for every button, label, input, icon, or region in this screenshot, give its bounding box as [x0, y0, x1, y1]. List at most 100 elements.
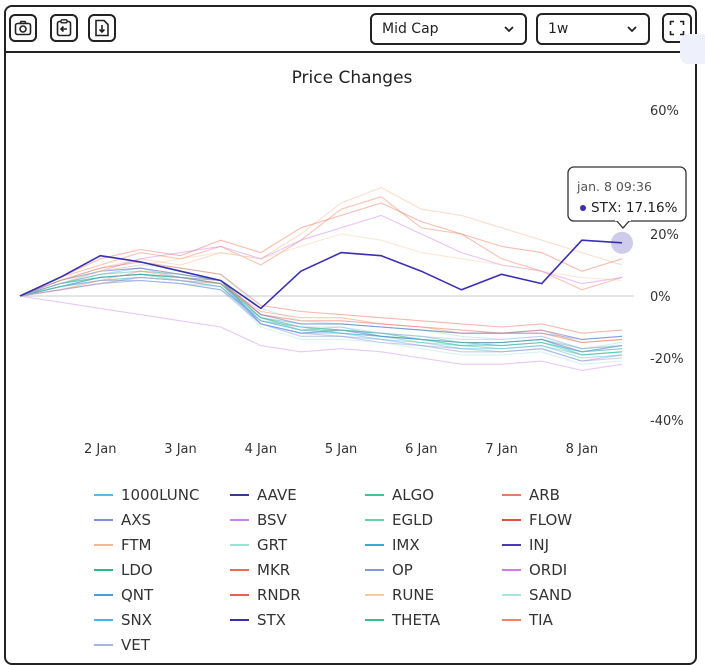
series-line-qnt[interactable] — [19, 279, 623, 340]
x-axis-ticks: 2 Jan 3 Jan 4 Jan 5 Jan 6 Jan 7 Jan 8 Jan — [84, 442, 598, 457]
legend-label: THETA — [392, 611, 441, 629]
download-button[interactable] — [88, 14, 116, 42]
legend-item-vet[interactable]: VET — [94, 635, 150, 655]
legend-item-ldo[interactable]: LDO — [94, 560, 153, 580]
series-line-ldo[interactable] — [19, 270, 623, 350]
legend-label: FTM — [121, 536, 152, 554]
series-line-aave[interactable] — [19, 267, 623, 353]
legend-swatch — [502, 594, 521, 596]
legend-swatch — [94, 494, 113, 496]
legend-item-axs[interactable]: AXS — [94, 510, 151, 530]
clipboard-copy-icon — [56, 19, 72, 37]
legend-item-1000lunc[interactable]: 1000LUNC — [94, 485, 199, 505]
legend-label: RUNE — [392, 586, 435, 604]
legend-item-sand[interactable]: SAND — [502, 585, 572, 605]
series-lines — [19, 186, 623, 371]
legend-item-stx[interactable]: STX — [230, 610, 286, 630]
legend-item-inj[interactable]: INJ — [502, 535, 549, 555]
legend-swatch — [94, 544, 113, 546]
legend-item-op[interactable]: OP — [365, 560, 413, 580]
series-line-ordi[interactable] — [19, 214, 623, 297]
series-line-theta[interactable] — [19, 273, 623, 356]
legend-item-grt[interactable]: GRT — [230, 535, 287, 555]
legend-item-imx[interactable]: IMX — [365, 535, 420, 555]
chevron-down-icon — [627, 26, 637, 33]
y-tick-label: -40% — [650, 414, 684, 429]
chart-widget: Mid Cap 1w Price Changes 60% 20% 0% -20% -40… — [4, 5, 697, 665]
legend-swatch — [365, 519, 384, 521]
legend-label: LDO — [121, 561, 153, 579]
download-file-icon — [95, 19, 109, 37]
legend-item-qnt[interactable]: QNT — [94, 585, 153, 605]
legend-item-snx[interactable]: SNX — [94, 610, 152, 630]
y-tick-label: -20% — [650, 352, 684, 367]
series-line-bsv[interactable] — [19, 295, 623, 371]
legend-swatch — [365, 494, 384, 496]
legend-item-mkr[interactable]: MKR — [230, 560, 290, 580]
legend-item-theta[interactable]: THETA — [365, 610, 440, 630]
y-tick-label: 0% — [650, 290, 671, 305]
legend-item-algo[interactable]: ALGO — [365, 485, 434, 505]
series-line-stx[interactable] — [19, 239, 623, 310]
x-tick-label: 4 Jan — [245, 442, 277, 457]
tooltip-label: STX: 17.16% — [591, 200, 678, 216]
market-cap-select[interactable]: Mid Cap — [370, 13, 527, 45]
series-line-egld[interactable] — [19, 273, 623, 353]
legend-item-egld[interactable]: EGLD — [365, 510, 433, 530]
y-tick-label: 20% — [650, 228, 679, 243]
legend-swatch — [230, 519, 249, 521]
series-line-flow[interactable] — [19, 276, 623, 344]
copy-button[interactable] — [50, 14, 78, 42]
series-line-1000lunc[interactable] — [19, 267, 623, 356]
legend-item-rndr[interactable]: RNDR — [230, 585, 301, 605]
legend-item-flow[interactable]: FLOW — [502, 510, 572, 530]
legend-swatch — [94, 594, 113, 596]
series-line-mkr[interactable] — [19, 202, 623, 297]
legend-item-rune[interactable]: RUNE — [365, 585, 434, 605]
series-line-snx[interactable] — [19, 273, 623, 359]
legend-label: SAND — [529, 586, 572, 604]
legend-item-ordi[interactable]: ORDI — [502, 560, 567, 580]
legend-label: AAVE — [257, 486, 297, 504]
legend-swatch — [94, 619, 113, 621]
series-line-tia[interactable] — [19, 270, 623, 344]
fullscreen-button[interactable] — [662, 13, 692, 43]
series-line-rune[interactable] — [19, 233, 623, 297]
screenshot-button[interactable] — [9, 14, 37, 42]
legend-item-bsv[interactable]: BSV — [230, 510, 287, 530]
side-panel-tab[interactable] — [680, 34, 705, 64]
x-tick-label: 2 Jan — [84, 442, 116, 457]
series-line-imx[interactable] — [19, 276, 623, 353]
series-line-axs[interactable] — [19, 276, 623, 362]
legend-item-ftm[interactable]: FTM — [94, 535, 151, 555]
legend-label: ALGO — [392, 486, 435, 504]
series-line-sand[interactable] — [19, 276, 623, 365]
series-line-vet[interactable] — [19, 279, 623, 350]
series-line-algo[interactable] — [19, 273, 623, 356]
series-line-ftm[interactable] — [19, 186, 623, 297]
hover-point — [611, 231, 633, 254]
legend-label: EGLD — [392, 511, 434, 529]
legend-item-aave[interactable]: AAVE — [230, 485, 297, 505]
series-line-grt[interactable] — [19, 264, 623, 350]
legend-label: OP — [392, 561, 413, 579]
legend-swatch — [365, 619, 384, 621]
legend-label: SNX — [121, 611, 153, 629]
x-tick-label: 7 Jan — [485, 442, 517, 457]
legend-swatch — [94, 644, 113, 646]
series-line-op[interactable] — [19, 279, 623, 362]
series-line-inj[interactable] — [19, 273, 623, 340]
series-line-rndr[interactable] — [19, 261, 623, 334]
legend-label: 1000LUNC — [121, 486, 200, 504]
legend-item-arb[interactable]: ARB — [502, 485, 560, 505]
legend-swatch — [230, 544, 249, 546]
legend-label: TIA — [529, 611, 553, 629]
timeframe-select-value: 1w — [548, 21, 569, 37]
y-axis-ticks: 60% 20% 0% -20% -40% — [650, 104, 684, 429]
legend-label: INJ — [529, 536, 550, 554]
timeframe-select[interactable]: 1w — [536, 13, 650, 45]
hover-marker — [611, 231, 633, 254]
x-tick-label: 5 Jan — [325, 442, 357, 457]
legend-item-tia[interactable]: TIA — [502, 610, 553, 630]
chart-title: Price Changes — [292, 68, 413, 88]
